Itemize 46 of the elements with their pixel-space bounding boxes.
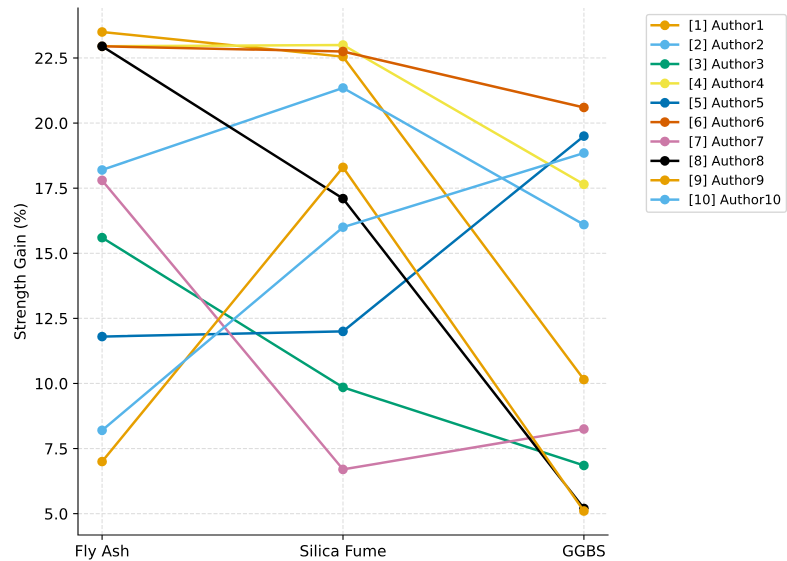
point — [97, 232, 107, 243]
point — [97, 27, 107, 37]
point — [97, 456, 107, 466]
y-tick-label: 17.5 — [36, 182, 67, 194]
point — [579, 460, 589, 470]
point — [97, 425, 107, 436]
legend-label: [8] Author8 — [690, 155, 764, 168]
point — [579, 424, 589, 434]
legend-label: [10] Author10 — [690, 194, 780, 206]
y-tick-label: 12.5 — [36, 312, 67, 324]
y-tick-label: 10.0 — [36, 378, 68, 390]
point — [338, 464, 348, 474]
legend-label: [2] Author2 — [690, 39, 763, 52]
point — [579, 179, 589, 190]
point — [579, 131, 589, 141]
point — [579, 374, 589, 384]
legend-label: [1] Author1 — [690, 20, 764, 32]
legend-label: [4] Author4 — [690, 78, 764, 90]
point — [338, 162, 348, 172]
y-tick-label: 7.5 — [45, 443, 67, 455]
point — [338, 382, 348, 392]
point — [338, 222, 348, 232]
legend-label: [7] Author7 — [690, 136, 764, 148]
point — [338, 194, 348, 204]
point — [579, 506, 589, 516]
y-tick-label: 15.0 — [36, 248, 68, 260]
point — [97, 176, 107, 186]
y-tick-label: 20.0 — [35, 118, 68, 130]
point — [97, 165, 107, 175]
point — [338, 326, 348, 336]
point — [579, 102, 589, 112]
point — [338, 46, 348, 56]
y-axis-title: Strength Gain (%) — [14, 204, 29, 340]
x-tick-label: Fly Ash — [76, 544, 128, 560]
point — [97, 332, 107, 342]
legend-label: [3] Author3 — [690, 58, 764, 70]
y-tick-label: 22.5 — [35, 52, 67, 64]
x-tick-label: Silica Fume — [300, 544, 386, 557]
y-tick-label: 5.0 — [45, 508, 68, 520]
legend-label: [6] Author6 — [690, 116, 764, 128]
point — [579, 148, 589, 158]
legend-label: [5] Author5 — [690, 97, 764, 110]
legend-label: [9] Author9 — [690, 174, 764, 187]
point — [579, 220, 589, 230]
x-tick-label: GGBS — [562, 544, 605, 557]
point — [338, 83, 348, 93]
